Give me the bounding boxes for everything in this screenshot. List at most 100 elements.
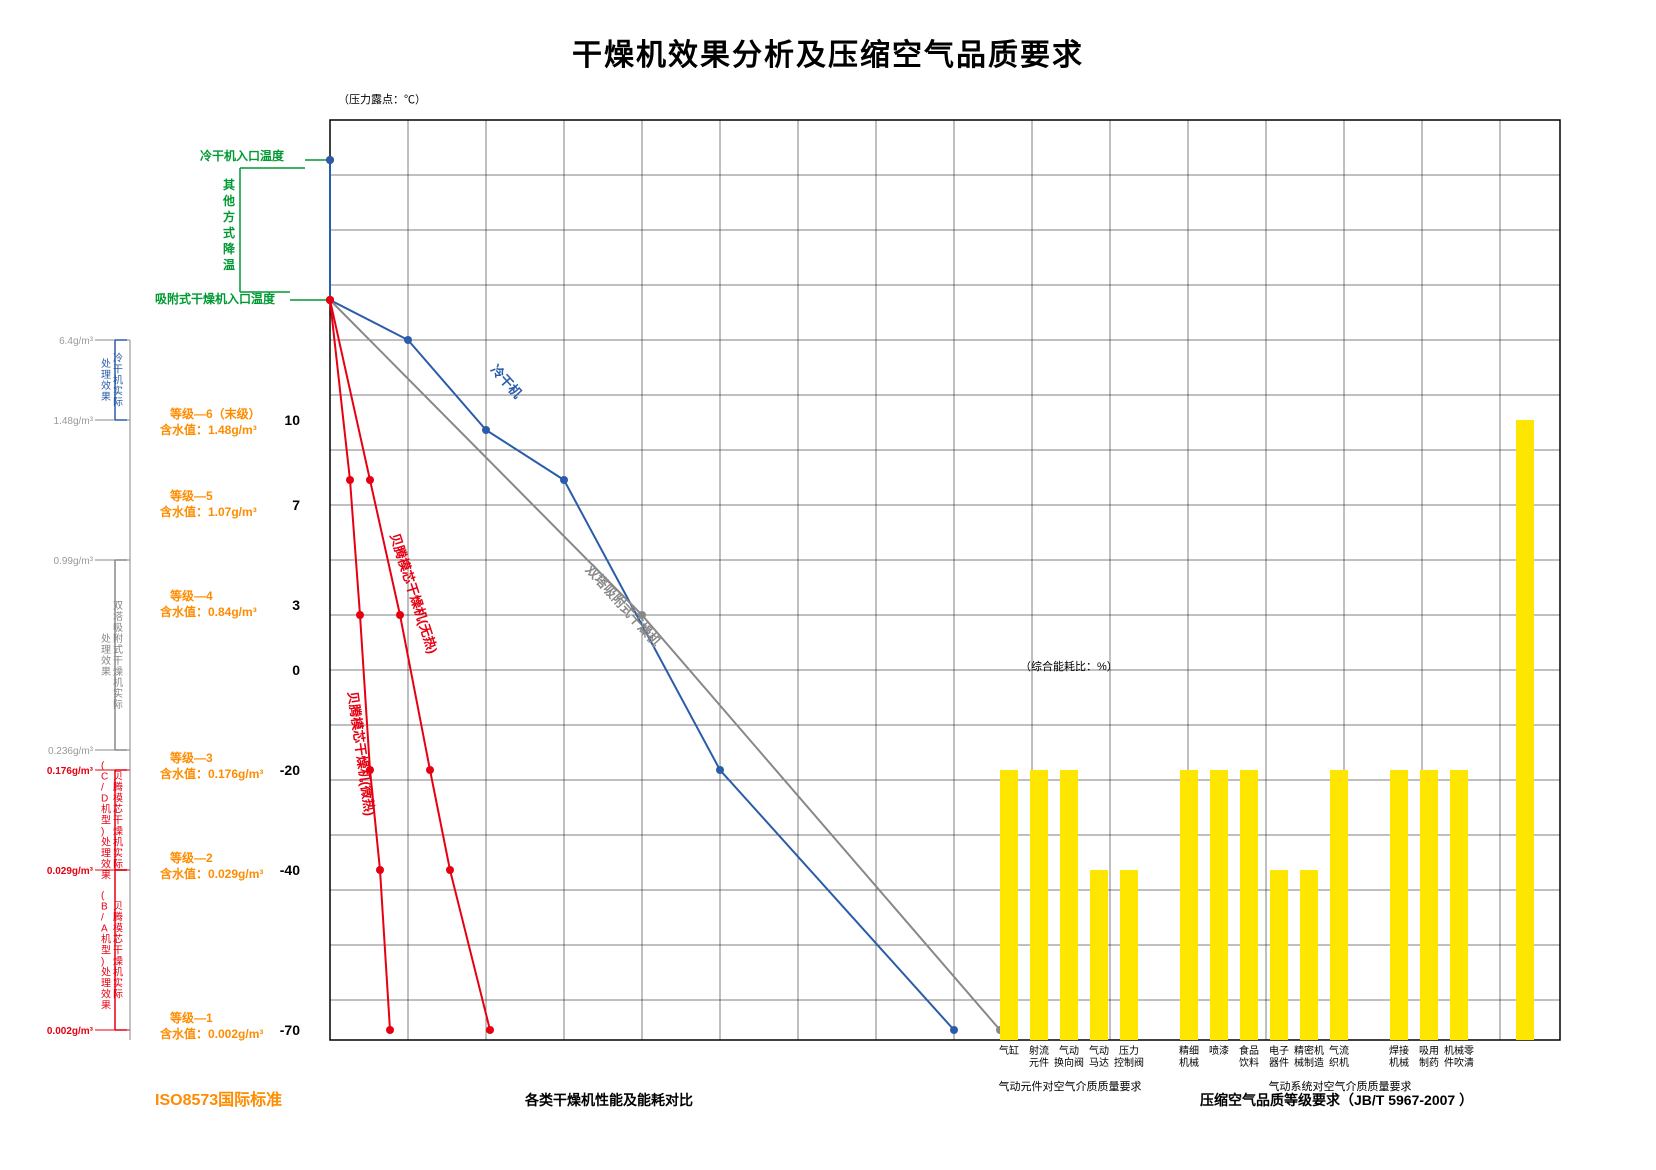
- bracket-label: 干: [113, 656, 123, 667]
- bar-label: 焊接: [1389, 1044, 1409, 1057]
- bar-label: 件吹清: [1444, 1056, 1474, 1069]
- bar-label: 器件: [1269, 1057, 1289, 1069]
- data-point: [446, 866, 454, 874]
- bar-label: 精密机: [1294, 1044, 1324, 1057]
- bracket-label: 干: [113, 365, 123, 376]
- bar-label: 织机: [1329, 1056, 1349, 1069]
- bar: [1000, 770, 1018, 1040]
- level-water: 含水值：0.029g/m³: [160, 866, 263, 881]
- bracket-label: 效: [101, 988, 111, 1001]
- y-tick: -20: [280, 762, 300, 778]
- bar: [1120, 870, 1138, 1040]
- bracket-label: 型: [101, 944, 111, 957]
- bracket-label: 效: [101, 379, 111, 392]
- vert-green: 他: [222, 193, 235, 208]
- bar-label: 元件: [1029, 1057, 1049, 1069]
- bar-label: 气动: [1059, 1044, 1079, 1057]
- footer-right: 压缩空气品质等级要求（JB/T 5967-2007 ）: [1200, 1092, 1473, 1108]
- bracket-label: 实: [113, 385, 123, 398]
- bar-label: 精细: [1179, 1044, 1199, 1057]
- bracket-label: 机: [113, 374, 123, 387]
- bracket-label: /: [101, 783, 104, 794]
- data-point: [346, 476, 354, 484]
- bar-label: 械制造: [1294, 1056, 1324, 1069]
- footer-mid: 各类干燥机性能及能耗对比: [524, 1092, 693, 1108]
- bracket-label: 处: [101, 358, 111, 370]
- level-water: 含水值：1.07g/m³: [160, 504, 257, 519]
- bracket-label: 处: [101, 967, 111, 979]
- bar-label: 机械: [1179, 1056, 1199, 1069]
- vert-green: 降: [223, 241, 236, 256]
- y-tick: 7: [292, 497, 300, 513]
- bracket-label: 理: [101, 848, 111, 860]
- data-point: [716, 766, 724, 774]
- bracket-label: 际: [113, 989, 123, 1001]
- bar: [1180, 770, 1198, 1040]
- bracket-label: 吸: [113, 623, 123, 634]
- bracket-label: 理: [101, 369, 111, 381]
- bar-group-2: 气动系统对空气介质质量要求: [1269, 1079, 1412, 1093]
- bracket-label: 模: [113, 793, 123, 805]
- line-label: 贝腾模芯干燥机(微热): [345, 690, 377, 817]
- bar: [1420, 770, 1438, 1040]
- bracket-label: 燥: [113, 826, 123, 838]
- top-label: 吸附式干燥机入口温度: [155, 291, 276, 306]
- bracket-label: 果: [101, 1000, 111, 1012]
- bracket-label: 干: [113, 816, 123, 827]
- bar-label: 吸用: [1419, 1046, 1439, 1057]
- bracket-label: 腾: [113, 781, 123, 794]
- y-tick: 0: [292, 662, 300, 678]
- bar-label: 控制阀: [1114, 1056, 1144, 1069]
- level-label: 等级—6（末级）: [169, 406, 261, 421]
- vert-green: 方: [223, 209, 235, 224]
- bracket-label: 附: [113, 632, 123, 645]
- bracket-label: 机: [101, 803, 111, 816]
- bar-label: 喷漆: [1209, 1044, 1229, 1057]
- top-label: 冷干机入口温度: [200, 148, 285, 163]
- bar-label: 马达: [1089, 1057, 1109, 1069]
- data-point: [326, 296, 334, 304]
- bracket-label: 理: [101, 644, 111, 656]
- bracket-label: (: [101, 891, 105, 902]
- bracket-label: 机: [113, 836, 123, 849]
- bracket-label: 效: [101, 858, 111, 871]
- data-point: [404, 336, 412, 344]
- bar-group-1: 气动元件对空气介质质量要求: [999, 1079, 1142, 1093]
- bracket-label: 果: [101, 666, 111, 678]
- data-point: [356, 611, 364, 619]
- bracket-label: 芯: [113, 803, 123, 816]
- bar-label: 射流: [1029, 1044, 1049, 1057]
- data-point: [396, 611, 404, 619]
- data-point: [326, 156, 334, 164]
- bar-label: 制药: [1419, 1056, 1439, 1069]
- level-label: 等级—2: [169, 850, 213, 865]
- bracket-label: /: [101, 913, 104, 924]
- bracket-label: C: [101, 772, 108, 783]
- bracket-label: 贝: [113, 771, 123, 783]
- bar-label: 饮料: [1239, 1056, 1259, 1069]
- bracket-label: 腾: [113, 911, 123, 924]
- level-label: 等级—3: [169, 750, 213, 765]
- bracket-label: 模: [113, 923, 123, 935]
- bracket-label: 塔: [113, 610, 123, 623]
- bracket-label: 实: [113, 977, 123, 990]
- bracket-label: 干: [113, 946, 123, 957]
- data-line: [330, 300, 1000, 1030]
- bracket-label: ): [101, 827, 104, 838]
- vert-green: 式: [223, 225, 235, 240]
- data-point: [366, 476, 374, 484]
- bar-label: 机械: [1389, 1056, 1409, 1069]
- data-point: [376, 866, 384, 874]
- bracket-label: 果: [101, 391, 111, 403]
- bracket-label: 贝: [113, 901, 123, 913]
- axis-right-label: （综合能耗比：%）: [1020, 659, 1118, 673]
- bracket-label: 际: [113, 699, 123, 711]
- line-label: 双塔吸附式干燥机: [583, 562, 664, 649]
- bracket-label: 型: [101, 814, 111, 827]
- data-point: [950, 1026, 958, 1034]
- bar: [1210, 770, 1228, 1040]
- bar-label: 机械零: [1444, 1044, 1474, 1057]
- left-tick: 1.48g/m³: [54, 416, 94, 427]
- left-tick: 6.4g/m³: [59, 336, 94, 347]
- bracket-label: 燥: [113, 666, 123, 678]
